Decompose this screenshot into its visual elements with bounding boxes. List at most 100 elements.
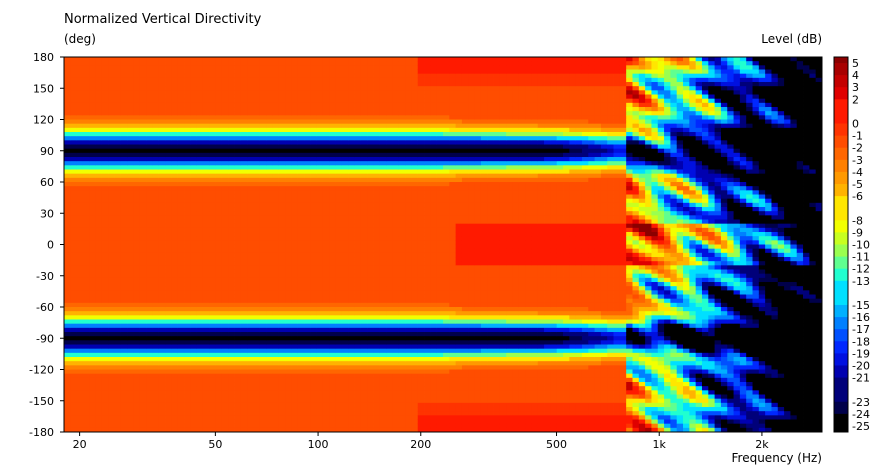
heatmap-cell — [373, 177, 381, 183]
heatmap-cell — [335, 132, 343, 137]
heatmap-cell — [177, 269, 185, 275]
heatmap-cell — [64, 157, 71, 162]
heatmap-cell — [234, 323, 242, 329]
heatmap-cell — [297, 344, 305, 350]
heatmap-cell — [240, 423, 248, 429]
heatmap-cell — [171, 73, 179, 79]
heatmap-cell — [259, 90, 267, 95]
heatmap-cell — [266, 102, 273, 108]
heatmap-cell — [379, 394, 387, 400]
heatmap-cell — [335, 236, 343, 241]
heatmap-cell — [266, 390, 273, 395]
heatmap-cell — [177, 361, 185, 366]
heatmap-cell — [392, 107, 400, 112]
heatmap-cell — [202, 207, 210, 212]
heatmap-cell — [411, 207, 419, 212]
heatmap-cell — [196, 190, 204, 195]
heatmap-cell — [89, 294, 96, 300]
heatmap-cell — [266, 161, 273, 166]
heatmap-cell — [259, 198, 267, 204]
heatmap-cell — [234, 136, 242, 141]
heatmap-cell — [114, 69, 122, 75]
heatmap-cell — [285, 223, 292, 229]
heatmap-cell — [108, 286, 115, 291]
heatmap-cell — [329, 236, 337, 241]
heatmap-cell — [348, 302, 355, 308]
heatmap-cell — [146, 352, 153, 358]
heatmap-cell — [304, 311, 311, 316]
heatmap-cell — [386, 102, 393, 108]
heatmap-cell — [304, 232, 311, 237]
heatmap-cell — [266, 261, 273, 266]
heatmap-cell — [228, 302, 235, 308]
heatmap-cell — [158, 98, 166, 104]
heatmap-cell — [253, 165, 261, 170]
heatmap-cell — [228, 282, 235, 287]
heatmap-cell — [165, 169, 172, 175]
heatmap-cell — [373, 77, 381, 83]
heatmap-cell — [310, 115, 318, 120]
heatmap-cell — [360, 161, 368, 166]
heatmap-cell — [291, 398, 299, 404]
heatmap-cell — [240, 277, 248, 283]
heatmap-cell — [272, 361, 280, 366]
heatmap-cell — [190, 240, 198, 245]
heatmap-cell — [158, 357, 166, 362]
heatmap-cell — [146, 207, 153, 212]
heatmap-cell — [114, 402, 122, 408]
heatmap-cell — [89, 94, 96, 100]
heatmap-cell — [120, 107, 128, 112]
heatmap-cell — [133, 386, 141, 391]
heatmap-cell — [101, 402, 109, 408]
heatmap-cell — [247, 261, 254, 266]
heatmap-cell — [322, 398, 330, 404]
heatmap-cell — [360, 357, 368, 362]
heatmap-cell — [101, 415, 109, 420]
heatmap-cell — [101, 165, 109, 170]
heatmap-cell — [95, 382, 103, 387]
heatmap-cell — [228, 82, 235, 87]
heatmap-cell — [127, 57, 134, 62]
heatmap-cell — [247, 211, 254, 216]
heatmap-cell — [367, 282, 374, 287]
heatmap-cell — [127, 169, 134, 175]
heatmap-cell — [285, 286, 292, 291]
heatmap-cell — [354, 336, 362, 341]
heatmap-cell — [240, 111, 248, 116]
heatmap-cell — [379, 215, 387, 220]
heatmap-cell — [329, 344, 337, 350]
heatmap-cell — [171, 144, 179, 150]
heatmap-cell — [348, 402, 355, 408]
heatmap-cell — [291, 90, 299, 95]
heatmap-cell — [234, 369, 242, 375]
heatmap-cell — [152, 248, 160, 254]
heatmap-cell — [392, 157, 400, 162]
heatmap-cell — [291, 394, 299, 400]
heatmap-cell — [259, 332, 267, 337]
heatmap-cell — [335, 111, 343, 116]
heatmap-cell — [184, 119, 191, 125]
heatmap-cell — [329, 402, 337, 408]
heatmap-cell — [253, 361, 261, 366]
heatmap-cell — [76, 386, 84, 391]
heatmap-cell — [171, 107, 179, 112]
heatmap-cell — [411, 115, 419, 120]
heatmap-cell — [221, 398, 229, 404]
heatmap-cell — [341, 119, 349, 125]
heatmap-cell — [335, 98, 343, 104]
heatmap-cell — [291, 423, 299, 429]
heatmap-cell — [253, 173, 261, 179]
heatmap-cell — [392, 65, 400, 70]
heatmap-cell — [120, 407, 128, 412]
heatmap-cell — [240, 98, 248, 104]
heatmap-cell — [379, 265, 387, 270]
heatmap-cell — [348, 98, 355, 104]
heatmap-cell — [184, 277, 191, 283]
heatmap-cell — [95, 219, 103, 225]
heatmap-cell — [108, 398, 115, 404]
heatmap-cell — [64, 127, 71, 133]
heatmap-cell — [392, 332, 400, 337]
heatmap-cell — [297, 298, 305, 304]
heatmap-cell — [253, 369, 261, 375]
heatmap-cell — [240, 115, 248, 120]
